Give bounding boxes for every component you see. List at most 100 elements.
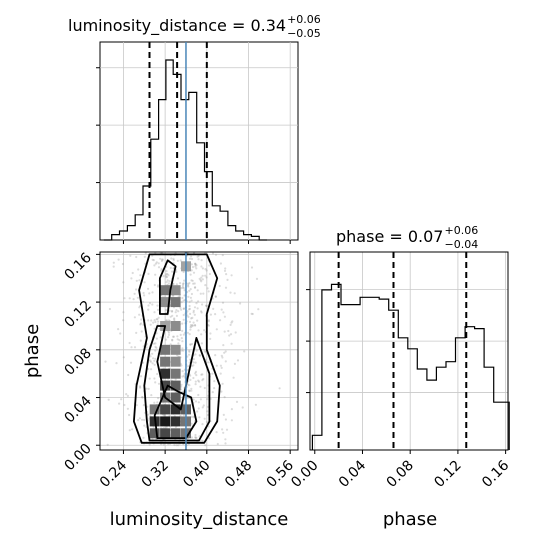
joint-sample-point (180, 287, 183, 290)
joint-sample-point (197, 401, 200, 404)
joint-sample-point (157, 397, 160, 400)
joint-sample-point (211, 372, 214, 375)
joint-sample-point (224, 286, 228, 289)
joint-sample-point (197, 258, 200, 261)
joint-sample-point (180, 308, 183, 311)
phase-title-sub: −0.04 (444, 238, 478, 251)
joint-sample-point (153, 359, 156, 362)
joint-density-cell (170, 392, 181, 403)
joint-sample-point (143, 255, 146, 258)
joint-sample-point (186, 248, 188, 250)
joint-sample-point (202, 440, 205, 443)
joint-sample-point (168, 309, 171, 312)
joint-sample-point (215, 431, 218, 434)
joint-sample-point (172, 335, 175, 338)
joint-xtick-label-2: 0.40 (180, 458, 213, 491)
joint-sample-point (147, 272, 150, 275)
joint-sample-point (175, 314, 178, 317)
joint-sample-point (131, 249, 133, 251)
joint-sample-point (224, 360, 227, 363)
phase-hist-frame (309, 251, 509, 451)
joint-sample-point (189, 328, 192, 331)
joint-sample-point (169, 266, 172, 269)
joint-sample-point (165, 319, 168, 322)
joint-sample-point (228, 334, 231, 337)
joint-sample-point (193, 313, 196, 316)
joint-sample-point (200, 265, 203, 268)
joint-sample-point (136, 296, 139, 299)
joint-sample-point (167, 333, 171, 336)
joint-sample-point (194, 286, 197, 289)
joint-sample-point (254, 403, 257, 406)
joint-sample-point (160, 258, 164, 261)
joint-sample-point (180, 383, 183, 386)
joint-sample-point (132, 298, 135, 301)
joint-sample-point (189, 324, 192, 327)
joint-sample-point (188, 308, 191, 311)
joint-sample-point (181, 347, 184, 350)
joint-sample-point (167, 331, 171, 334)
joint-sample-point (153, 264, 156, 267)
joint-sample-point (188, 384, 191, 387)
joint-sample-point (143, 281, 146, 284)
joint-sample-point (182, 349, 185, 352)
joint-sample-point (139, 274, 142, 277)
joint-sample-point (194, 353, 197, 356)
joint-sample-point (130, 277, 133, 280)
joint-density-cell (170, 297, 181, 308)
joint-sample-point (182, 299, 185, 302)
joint-sample-point (72, 396, 74, 398)
joint-sample-point (232, 376, 235, 379)
joint-sample-point (145, 387, 148, 390)
joint-sample-point (214, 253, 218, 256)
joint-sample-point (197, 329, 200, 332)
joint-sample-point (156, 308, 160, 311)
joint-density-cell (170, 285, 181, 296)
joint-sample-point (219, 364, 222, 367)
joint-density-cell (170, 344, 181, 355)
joint-sample-point (182, 318, 185, 321)
joint-sample-point (194, 433, 197, 437)
joint-sample-point (181, 375, 184, 378)
joint-sample-point (122, 319, 125, 322)
joint-sample-point (179, 306, 182, 309)
joint-sample-point (166, 279, 169, 282)
joint-sample-point (169, 315, 172, 318)
joint-sample-point (173, 443, 176, 447)
joint-sample-point (214, 313, 217, 316)
joint-sample-point (194, 383, 197, 386)
joint-sample-point (182, 374, 186, 377)
joint-sample-point (133, 316, 136, 319)
joint-sample-point (187, 282, 190, 286)
joint-sample-point (147, 287, 150, 290)
joint-sample-point (192, 364, 195, 367)
joint-sample-point (220, 308, 223, 311)
joint-sample-point (176, 335, 179, 338)
joint-sample-point (155, 332, 158, 335)
joint-y-ticks: 0.00 0.04 0.08 0.12 0.16 (61, 250, 100, 474)
joint-sample-point (180, 364, 183, 367)
joint-sample-point (177, 310, 180, 313)
joint-sample-point (170, 249, 172, 251)
joint-sample-point (182, 307, 185, 310)
joint-sample-point (218, 284, 221, 288)
joint-sample-point (182, 282, 185, 285)
joint-sample-point (197, 300, 200, 303)
joint-sample-point (189, 374, 192, 377)
joint-sample-point (207, 324, 210, 327)
joint-sample-point (200, 259, 203, 262)
joint-sample-point (196, 289, 199, 292)
joint-sample-point (157, 284, 160, 287)
joint-ytick-label-4: 0.16 (61, 250, 94, 283)
joint-density-cell (160, 344, 171, 355)
joint-sample-point (141, 396, 144, 399)
joint-sample-point (205, 305, 209, 308)
phase-title-sup: +0.06 (444, 224, 478, 237)
joint-density-cell (160, 285, 171, 296)
joint-sample-point (201, 274, 204, 277)
joint-sample-point (187, 383, 190, 386)
phase-title-main: phase = 0.07 (336, 227, 443, 246)
joint-sample-point (190, 299, 193, 302)
joint-sample-point (172, 335, 175, 338)
joint-sample-point (223, 315, 226, 318)
